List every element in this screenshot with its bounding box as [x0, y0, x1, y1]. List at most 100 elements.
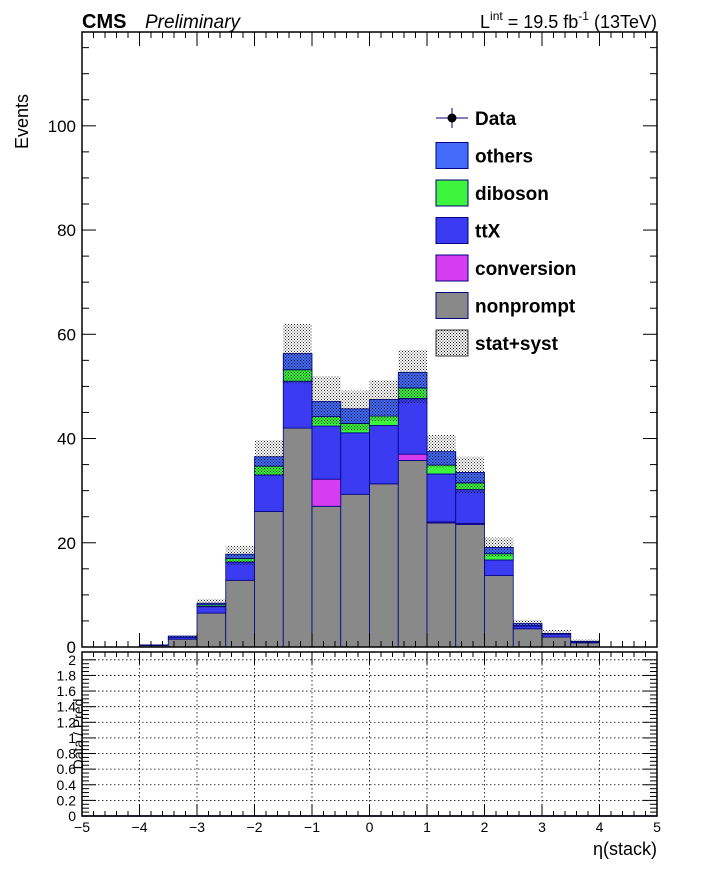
x-tick-label: 3	[538, 819, 546, 835]
x-tick-label: −2	[247, 819, 263, 835]
bar-nonprompt-3	[167, 638, 198, 648]
ratio-y-tick-label: 0.8	[57, 746, 77, 762]
uncertainty-bin-7	[283, 323, 312, 384]
bar-nonprompt-13	[455, 524, 485, 648]
bar-nonprompt-9	[340, 493, 370, 648]
ratio-y-tick-label: 1.2	[57, 714, 77, 730]
ratio-panel: 00.20.40.60.811.21.41.61.82−5 −4 −3 −2 −1 0 1 2…	[57, 651, 662, 859]
bar-conversion-11	[397, 453, 428, 461]
bar-nonprompt-7	[282, 427, 313, 648]
y-tick-label: 0	[67, 638, 76, 657]
y-tick-label: 80	[57, 221, 76, 240]
uncertainty-bin-12	[427, 434, 456, 468]
ratio-y-tick-label: 0	[68, 808, 76, 824]
uncertainty-bin-3	[168, 635, 197, 638]
experiment-label: CMS	[82, 11, 126, 33]
bar-nonprompt-6	[254, 511, 284, 648]
legend-label: Data	[475, 109, 517, 130]
x-tick-label: 5	[653, 819, 661, 835]
bar-ttX-7	[282, 380, 313, 429]
bar-ttX-12	[426, 473, 457, 523]
x-axis-label: η(stack)	[593, 839, 657, 859]
ratio-frame	[81, 651, 658, 817]
y-tick-label: 40	[57, 430, 76, 449]
x-tick-label: −3	[189, 819, 205, 835]
legend-swatch-others	[435, 142, 469, 169]
uncertainty-band	[139, 323, 600, 646]
uncertainty-bin-14	[484, 537, 514, 557]
ratio-y-tick-label: 2	[68, 652, 76, 668]
ratio-y-axis-label: Data / Pred	[70, 699, 86, 770]
ratio-y-tick-label: 1.6	[57, 683, 77, 699]
bar-nonprompt-11	[397, 460, 428, 648]
bar-ttX-14	[484, 559, 514, 576]
legend-label: nonprompt	[475, 297, 576, 318]
legend: Data others diboson ttX conversion nonprompt s…	[435, 108, 576, 357]
uncertainty-bin-2	[139, 644, 169, 646]
x-tick-label: −5	[74, 819, 90, 835]
bar-nonprompt-14	[484, 575, 514, 648]
y-tick-label: 60	[57, 325, 76, 344]
x-tick-label: −4	[132, 819, 148, 835]
bar-nonprompt-8	[311, 505, 342, 648]
ratio-y-tick-label: 1.8	[57, 667, 77, 683]
main-axis-ticks: 0 20 40 60 80 100	[48, 32, 658, 657]
y-tick-label: 100	[48, 117, 76, 136]
lumi-label: Lint = 19.5 fb-1 (13TeV)	[480, 9, 657, 32]
status-label: Preliminary	[145, 12, 242, 33]
uncertainty-bin-17	[570, 639, 600, 642]
y-tick-label: 20	[57, 534, 76, 553]
x-tick-label: 4	[596, 819, 604, 835]
legend-label: diboson	[475, 184, 549, 205]
ratio-y-tick-label: 1	[68, 730, 76, 746]
uncertainty-bin-4	[197, 599, 226, 608]
uncertainty-bin-9	[340, 390, 370, 431]
bar-nonprompt-15	[512, 628, 543, 648]
legend-swatch-nonprompt	[435, 292, 469, 319]
legend-data-marker	[447, 113, 457, 123]
x-tick-label: 2	[481, 819, 489, 835]
legend-swatch-ttX	[435, 217, 469, 244]
uncertainty-bin-6	[254, 440, 284, 476]
bar-ttX-5	[225, 561, 255, 581]
x-tick-label: 1	[423, 819, 431, 835]
bar-ttX-9	[340, 432, 370, 495]
uncertainty-bin-16	[542, 629, 571, 636]
legend-label: others	[475, 147, 533, 168]
legend-swatch-stat-syst	[435, 329, 469, 357]
uncertainty-bin-5	[225, 545, 255, 565]
main-frame	[81, 31, 658, 648]
ratio-y-tick-label: 0.6	[57, 761, 77, 777]
uncertainty-bin-10	[369, 380, 399, 421]
bar-nonprompt-10	[369, 483, 399, 648]
uncertainty-bin-15	[513, 619, 542, 627]
uncertainty-bin-11	[398, 349, 427, 404]
bar-ttX-8	[311, 425, 342, 480]
bar-nonprompt-5	[225, 579, 255, 648]
bar-ttX-6	[254, 474, 284, 512]
bar-nonprompt-12	[426, 522, 457, 648]
ratio-y-tick-label: 1.4	[57, 699, 77, 715]
bar-ttX-13	[455, 489, 485, 524]
bar-ttX-11	[397, 397, 428, 455]
y-axis-label: Events	[12, 94, 32, 149]
ratio-y-tick-label: 0.4	[57, 777, 77, 793]
bar-conversion-8	[311, 478, 342, 507]
ratio-axis-ticks: 00.20.40.60.811.21.41.61.82−5 −4 −3 −2 −1 0 1 2…	[57, 652, 662, 835]
uncertainty-bin-8	[312, 375, 341, 424]
uncertainty-bin-13	[455, 456, 485, 494]
ratio-y-tick-label: 0.2	[57, 792, 77, 808]
bar-ttX-10	[369, 425, 399, 485]
bar-nonprompt-4	[196, 612, 227, 648]
main-panel: 0 20 40 60 80 100 Events	[12, 31, 658, 657]
legend-label: ttX	[475, 222, 501, 243]
legend-label: conversion	[475, 259, 576, 280]
x-tick-label: −1	[304, 819, 320, 835]
ratio-grid	[82, 652, 657, 816]
x-tick-label: 0	[366, 819, 374, 835]
legend-swatch-conversion	[435, 254, 469, 282]
bar-nonprompt-16	[541, 636, 572, 648]
legend-label: stat+syst	[475, 334, 559, 355]
legend-swatch-diboson	[435, 179, 469, 207]
